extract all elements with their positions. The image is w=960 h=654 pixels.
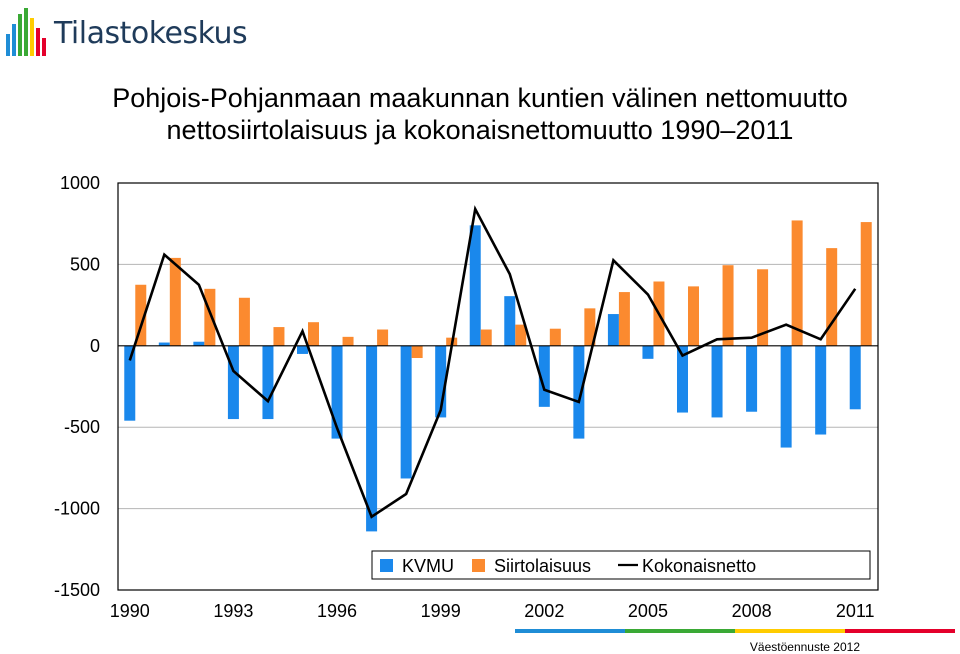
y-tick-label: 0 — [90, 336, 100, 356]
plot-frame — [117, 182, 879, 591]
bar-siirtolaisuus-2003 — [584, 308, 596, 346]
bar-kvmu-2009 — [780, 345, 792, 448]
tilastokeskus-logo-icon — [6, 8, 46, 56]
bar-siirtolaisuus-2001 — [515, 324, 527, 346]
bar-siirtolaisuus-2010 — [826, 248, 838, 346]
line-series — [128, 205, 857, 519]
y-tick-label: -1000 — [54, 499, 100, 519]
brand-stripe-green — [625, 629, 735, 633]
x-tick-label: 2005 — [628, 601, 668, 621]
bar-siirtolaisuus-1996 — [342, 336, 354, 346]
bar-kvmu-1999 — [435, 345, 447, 418]
y-tick-label: -1500 — [54, 580, 100, 600]
y-tick-label: 1000 — [60, 173, 100, 193]
bar-siirtolaisuus-2002 — [549, 328, 561, 346]
bar-siirtolaisuus-2000 — [480, 329, 492, 346]
y-tick-label: -500 — [64, 417, 100, 437]
bar-kvmu-2008 — [746, 345, 758, 412]
footer-source: Väestöennuste 2012 — [749, 640, 860, 654]
legend-swatch-kvmu — [380, 559, 393, 572]
brand-stripe-yellow — [735, 629, 845, 633]
bar-kvmu-1995 — [297, 345, 308, 354]
bar-siirtolaisuus-2009 — [791, 220, 803, 346]
bar-siirtolaisuus-1991 — [169, 257, 181, 346]
legend-label-kvmu: KVMU — [402, 556, 454, 576]
legend-swatch-siirtolaisuus — [472, 559, 485, 572]
x-tick-label: 1993 — [213, 601, 253, 621]
bar-siirtolaisuus-2011 — [860, 222, 872, 346]
grid-lines — [118, 263, 878, 510]
bar-kvmu-2000 — [469, 225, 481, 346]
bar-siirtolaisuus-1998 — [411, 345, 423, 359]
legend: KVMU Siirtolaisuus Kokonaisnetto — [371, 550, 871, 580]
chart-title: Pohjois-Pohjanmaan maakunnan kuntien väl… — [0, 82, 960, 146]
bar-kvmu-1997 — [366, 345, 378, 532]
bar-kvmu-2011 — [849, 345, 861, 410]
bar-kvmu-2001 — [504, 296, 516, 346]
bar-kvmu-1996 — [331, 345, 343, 439]
x-tick-label: 2011 — [836, 601, 875, 621]
bar-siirtolaisuus-2007 — [722, 265, 734, 346]
legend-label-siirtolaisuus: Siirtolaisuus — [494, 556, 591, 576]
bar-kvmu-2007 — [711, 345, 723, 418]
bar-kvmu-2010 — [815, 345, 827, 435]
x-tick-label: 1999 — [421, 601, 461, 621]
x-tick-label: 2002 — [524, 601, 564, 621]
bar-siirtolaisuus-1995 — [308, 322, 319, 346]
x-tick-label: 1996 — [317, 601, 357, 621]
bar-siirtolaisuus-2006 — [688, 286, 699, 346]
bar-kvmu-1990 — [124, 345, 136, 421]
bar-siirtolaisuus-1990 — [135, 284, 147, 346]
bar-kvmu-2006 — [677, 345, 688, 413]
bar-kvmu-1994 — [262, 345, 274, 420]
brand-name: Tilastokeskus — [54, 16, 248, 51]
bar-kvmu-2004 — [607, 314, 619, 346]
bar-kvmu-1993 — [227, 345, 239, 420]
bar-kvmu-2005 — [642, 345, 654, 359]
bar-kvmu-1992 — [193, 341, 205, 346]
bar-siirtolaisuus-1992 — [204, 288, 216, 346]
bar-siirtolaisuus-1994 — [273, 327, 285, 346]
brand-stripe-blue — [515, 629, 625, 633]
x-tick-label: 2008 — [732, 601, 772, 621]
bar-kvmu-1998 — [400, 345, 412, 479]
bar-siirtolaisuus-2004 — [618, 292, 630, 346]
bar-siirtolaisuus-2008 — [757, 269, 769, 346]
tilastokeskus-logo: Tilastokeskus — [4, 4, 264, 60]
chart-title-line-1: Pohjois-Pohjanmaan maakunnan kuntien väl… — [112, 83, 848, 113]
bars — [124, 220, 872, 532]
brand-stripe-red — [845, 629, 955, 633]
y-tick-label: 500 — [70, 254, 100, 274]
bar-kvmu-2003 — [573, 345, 585, 439]
bar-siirtolaisuus-1993 — [238, 297, 250, 346]
legend-label-kokonaisnetto: Kokonaisnetto — [642, 556, 756, 576]
bar-kvmu-2002 — [538, 345, 550, 407]
bar-siirtolaisuus-1997 — [377, 329, 389, 346]
chart-title-line-2: nettosiirtolaisuus ja kokonaisnettomuutt… — [166, 115, 794, 145]
line-kokonaisnetto — [128, 205, 857, 519]
axes: 1000 500 0 -500 -1000 -1500 1990 1993 1996 1999 20… — [54, 173, 879, 621]
x-tick-label: 1990 — [110, 601, 150, 621]
bar-kvmu-1991 — [158, 342, 170, 346]
